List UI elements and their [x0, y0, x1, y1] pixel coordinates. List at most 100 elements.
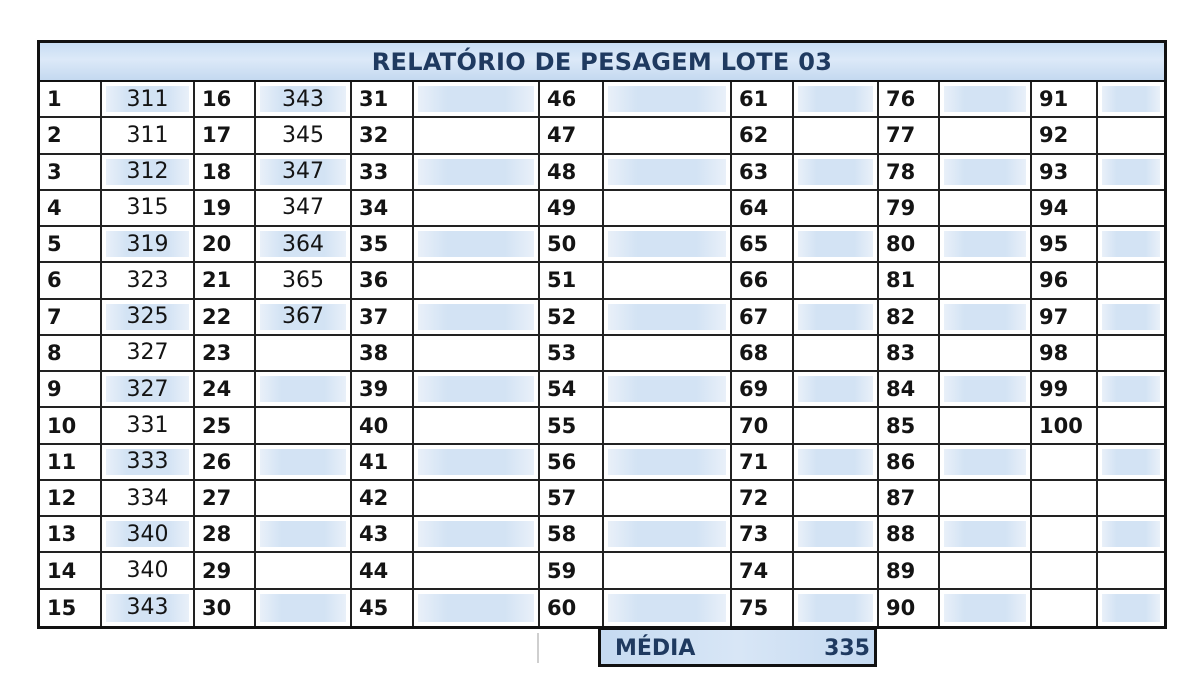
entry-weight-text: 334	[126, 485, 169, 511]
entry-number-text: 70	[739, 413, 769, 438]
entry-weight	[414, 372, 540, 409]
entry-number: 68	[732, 335, 794, 373]
report-title: RELATÓRIO DE PESAGEM LOTE 03	[371, 47, 833, 76]
entry-weight	[414, 589, 540, 626]
entry-number-text: 52	[547, 304, 577, 329]
entry-weight	[604, 190, 732, 228]
entry-number: 86	[879, 444, 940, 481]
entry-weight	[414, 335, 540, 373]
entry-weight: 319	[102, 227, 195, 264]
entry-weight	[256, 335, 352, 373]
entry-weight	[1098, 118, 1164, 155]
entry-number: 76	[879, 82, 940, 119]
entry-weight-text: 343	[282, 86, 324, 112]
entry-weight	[794, 190, 879, 228]
entry-number: 94	[1032, 190, 1098, 228]
entry-number-text: 86	[886, 449, 916, 474]
entry-weight-text: 347	[282, 195, 324, 221]
entry-weight	[940, 517, 1032, 554]
entry-number: 6	[40, 263, 102, 300]
entry-number-text: 77	[886, 123, 916, 148]
entry-number: 89	[879, 553, 940, 590]
entry-number-text: 47	[547, 123, 577, 148]
entry-number-text: 41	[359, 449, 389, 474]
entry-weight	[604, 408, 732, 445]
entry-weight	[794, 517, 879, 554]
entry-weight: 367	[256, 299, 352, 336]
entry-number-text: 93	[1039, 159, 1069, 184]
entry-number: 3	[40, 154, 102, 191]
entry-number-text: 51	[547, 268, 577, 293]
entry-number-text: 54	[547, 377, 577, 402]
entry-number-text: 68	[739, 340, 769, 365]
entry-number: 1	[40, 82, 102, 119]
entry-number: 26	[195, 444, 256, 481]
entry-number: 35	[352, 227, 414, 264]
entry-weight	[604, 480, 732, 518]
entry-number-text: 43	[359, 522, 389, 547]
entry-number: 47	[540, 118, 604, 155]
entry-number-text: 2	[47, 123, 62, 148]
entry-number-text: 59	[547, 558, 577, 583]
entry-weight-text: 311	[126, 86, 169, 112]
entry-number: 97	[1032, 299, 1098, 336]
average-label: MÉDIA	[615, 636, 696, 661]
entry-weight: 334	[102, 480, 195, 518]
entry-number: 95	[1032, 227, 1098, 264]
entry-weight	[1098, 517, 1164, 554]
entry-number: 20	[195, 227, 256, 264]
entry-number-text: 23	[202, 340, 232, 365]
entry-weight	[1098, 336, 1164, 373]
entry-weight	[794, 372, 879, 409]
entry-number: 51	[540, 263, 604, 300]
entry-weight	[940, 444, 1032, 481]
entry-number: 23	[195, 335, 256, 373]
entry-number-text: 56	[547, 449, 577, 474]
entry-weight: 311	[102, 118, 195, 155]
entry-number-text: 17	[202, 123, 232, 148]
average-box: MÉDIA 335	[598, 627, 877, 667]
entry-number-text: 39	[359, 377, 389, 402]
entry-number-text: 4	[47, 195, 62, 220]
entry-weight	[940, 263, 1032, 300]
entry-number: 34	[352, 190, 414, 228]
entry-number-text: 74	[739, 558, 769, 583]
entry-weight: 327	[102, 372, 195, 409]
entry-weight-text: 315	[126, 195, 169, 221]
entry-number: 74	[732, 553, 794, 590]
entry-number: 90	[879, 589, 940, 626]
entry-weight: 327	[102, 335, 195, 373]
entry-weight-text: 319	[126, 231, 169, 257]
entry-weight	[604, 154, 732, 191]
entry-weight	[604, 299, 732, 336]
entry-number	[1032, 553, 1098, 590]
entry-number: 100	[1032, 408, 1098, 445]
entry-weight: 364	[256, 227, 352, 264]
entry-weight	[414, 299, 540, 336]
entry-number: 67	[732, 299, 794, 336]
entry-weight-text: 312	[126, 159, 169, 185]
entry-number-text: 79	[886, 195, 916, 220]
entry-number: 55	[540, 408, 604, 445]
entry-number: 7	[40, 299, 102, 336]
entry-number: 52	[540, 299, 604, 336]
entry-weight	[414, 480, 540, 518]
entry-weight	[604, 517, 732, 554]
entry-number-text: 14	[47, 558, 77, 583]
entry-number-text: 83	[886, 340, 916, 365]
entry-number: 22	[195, 299, 256, 336]
entry-number	[1032, 589, 1098, 626]
entry-weight	[256, 553, 352, 590]
entry-number-text: 22	[202, 304, 232, 329]
entry-number: 39	[352, 372, 414, 409]
entry-number-text: 48	[547, 159, 577, 184]
entry-number: 12	[40, 480, 102, 518]
entry-number: 31	[352, 82, 414, 119]
entry-number-text: 24	[202, 377, 232, 402]
entry-weight	[1098, 590, 1164, 626]
entry-weight	[940, 335, 1032, 373]
entry-number-text: 32	[359, 123, 389, 148]
entry-number-text: 94	[1039, 195, 1069, 220]
entry-number: 64	[732, 190, 794, 228]
entry-weight-text: 327	[126, 340, 169, 366]
